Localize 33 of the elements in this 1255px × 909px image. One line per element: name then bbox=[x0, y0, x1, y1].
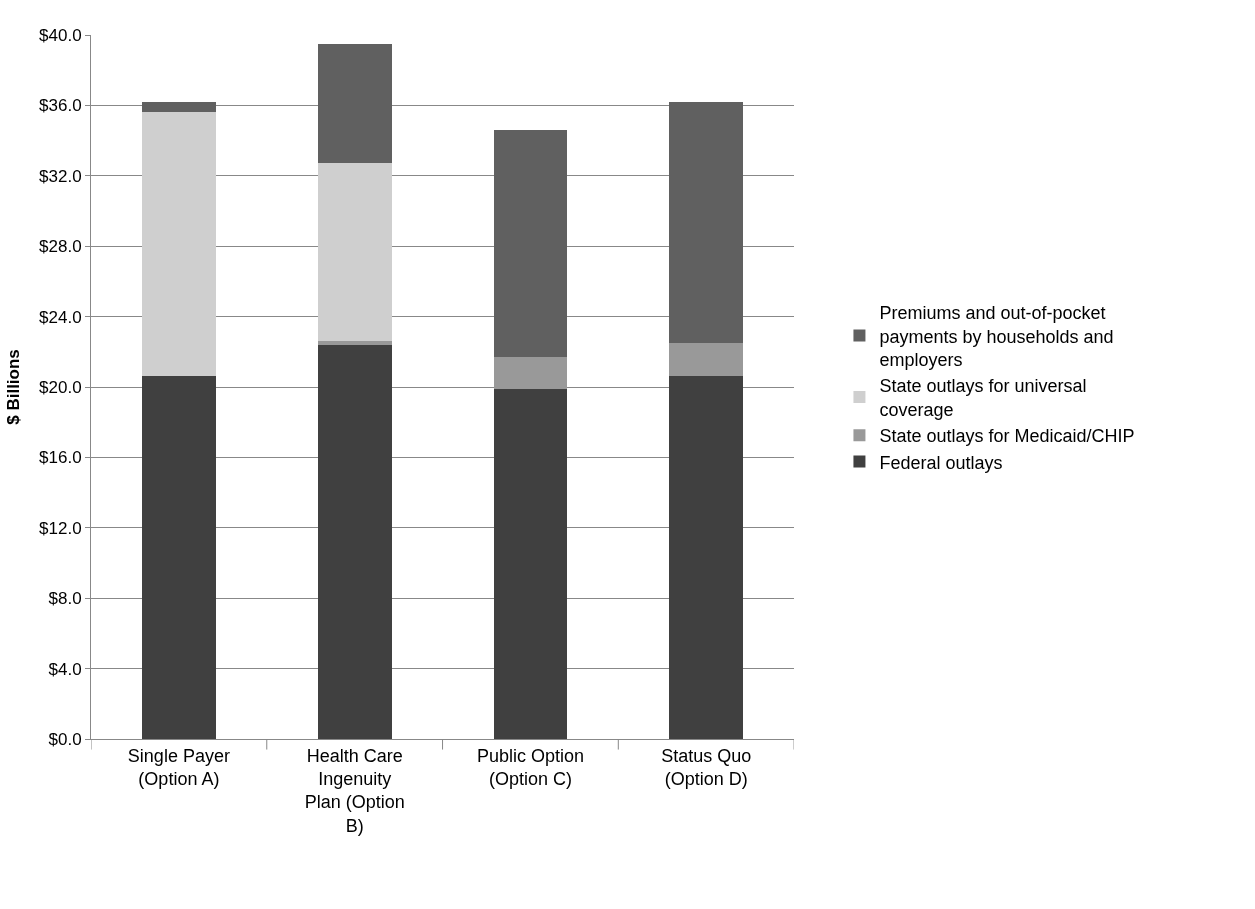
y-axis-title: $ Billions bbox=[3, 349, 23, 425]
legend-label: State outlays for Medicaid/CHIP bbox=[879, 426, 1135, 447]
legend-label: Federal outlays bbox=[879, 452, 1003, 473]
bar bbox=[317, 163, 392, 342]
bar bbox=[317, 341, 392, 345]
bar bbox=[669, 376, 744, 739]
x-tick-label: Health Care Ingenuity Plan (Option B) bbox=[304, 745, 405, 836]
legend-label: Premiums and out-of-pocket payments by households and employers bbox=[879, 303, 1114, 371]
x-tick-label: Single Payer (Option A) bbox=[127, 745, 230, 789]
y-tick-label: $12.0 bbox=[39, 518, 82, 538]
y-tick-label: $28.0 bbox=[39, 237, 82, 257]
bar bbox=[141, 376, 216, 739]
y-tick-label: $40.0 bbox=[39, 25, 82, 45]
bar bbox=[317, 344, 392, 739]
x-tick-label: Public Option (Option C) bbox=[476, 745, 584, 789]
y-tick-label: $16.0 bbox=[39, 448, 82, 468]
bar bbox=[317, 43, 392, 164]
bar bbox=[141, 112, 216, 377]
y-tick-label: $0.0 bbox=[48, 729, 82, 749]
bar bbox=[493, 130, 568, 358]
y-tick-label: $4.0 bbox=[48, 659, 82, 679]
bar bbox=[493, 357, 568, 389]
y-tick-label: $36.0 bbox=[39, 96, 82, 116]
bar bbox=[493, 388, 568, 739]
bar bbox=[141, 101, 216, 113]
legend-label: State outlays for universal coverage bbox=[879, 376, 1087, 420]
y-tick-label: $24.0 bbox=[39, 307, 82, 327]
bar bbox=[669, 343, 744, 377]
y-tick-label: $32.0 bbox=[39, 166, 82, 186]
x-tick-label: Status Quo (Option D) bbox=[661, 745, 752, 789]
y-tick-label: $8.0 bbox=[48, 589, 82, 609]
y-tick-label: $20.0 bbox=[39, 377, 82, 397]
bar bbox=[669, 101, 744, 343]
